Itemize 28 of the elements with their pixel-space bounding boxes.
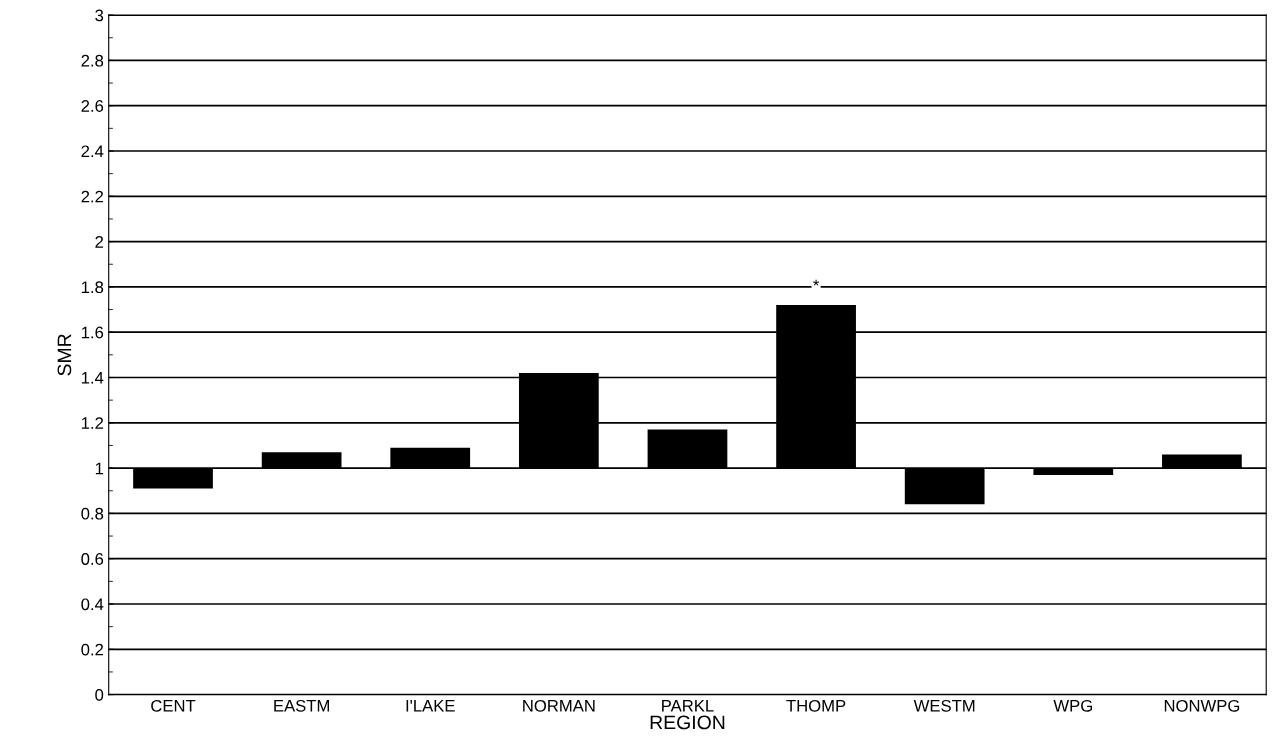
x-tick-label: NONWPG xyxy=(1164,699,1240,712)
y-axis-title: SMR xyxy=(57,334,72,376)
y-tick-label: 0.4 xyxy=(81,598,104,611)
y-tick-label: 1.8 xyxy=(81,281,104,294)
x-axis-title: REGION xyxy=(650,715,725,730)
x-tick-label: WESTM xyxy=(913,699,975,712)
annotation: * xyxy=(813,279,820,286)
x-tick-label: PARKL xyxy=(662,700,714,712)
y-tick-label: 2.2 xyxy=(81,190,104,203)
x-tick-label: I'LAKE xyxy=(406,700,455,712)
x-tick-label: CENT xyxy=(151,699,196,712)
y-tick-label: 1.6 xyxy=(81,326,104,339)
y-tick-label: 1 xyxy=(95,462,104,475)
y-tick-label: 2.6 xyxy=(81,100,104,112)
y-tick-label: 0.8 xyxy=(81,507,104,520)
y-tick-label: 1.2 xyxy=(81,417,104,429)
x-tick-label: NORMAN xyxy=(523,699,595,712)
y-tick-label: 1.4 xyxy=(81,372,104,384)
y-tick-label: 2 xyxy=(95,236,104,248)
y-tick-label: 0.6 xyxy=(81,553,104,565)
y-tick-label: 2.4 xyxy=(81,145,104,158)
y-tick-label: 0.2 xyxy=(81,643,104,656)
x-tick-label: THOMP xyxy=(786,699,846,712)
x-tick-label: EASTM xyxy=(274,699,329,712)
y-tick-label: 2.8 xyxy=(81,54,104,67)
x-tick-label: WPG xyxy=(1053,699,1092,712)
y-tick-label: 3 xyxy=(95,9,104,22)
y-tick-label: 0 xyxy=(95,689,104,701)
